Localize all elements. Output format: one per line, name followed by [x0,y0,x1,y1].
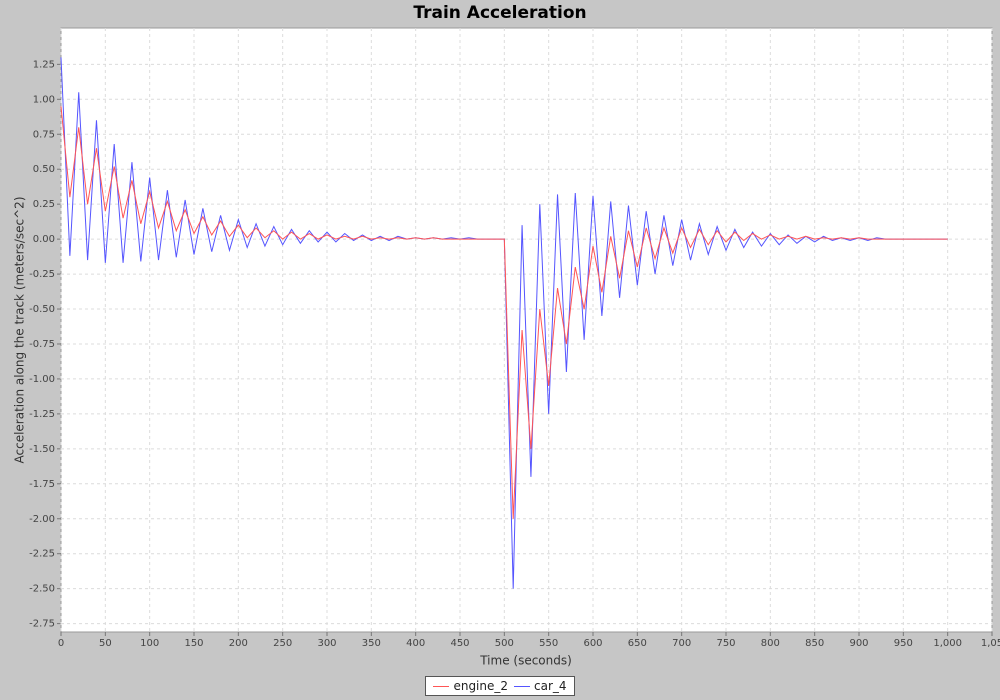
y-tick-label: -1.75 [29,479,55,490]
legend-swatch [514,685,531,687]
x-tick-label: 300 [317,638,336,649]
legend-entry: engine_2 [433,679,508,693]
legend-swatch [433,685,450,687]
y-tick-label: 0.50 [33,164,55,175]
x-tick-label: 900 [849,638,868,649]
y-tick-label: -2.25 [29,549,55,560]
x-tick-label: 400 [406,638,425,649]
legend-label: engine_2 [453,679,509,693]
y-tick-label: -2.00 [29,514,55,525]
x-tick-label: 1,05 [981,638,1000,649]
y-tick-label: -0.75 [29,339,55,350]
y-tick-label: 0.00 [33,234,55,245]
x-tick-label: 500 [495,638,514,649]
y-axis-label: Acceleration along the track (meters/sec… [13,197,27,464]
x-tick-label: 50 [99,638,112,649]
y-tick-label: -2.75 [29,619,55,630]
x-tick-label: 800 [761,638,780,649]
x-tick-label: 950 [894,638,913,649]
y-tick-label: -1.00 [29,374,55,385]
y-tick-label: -0.25 [29,269,55,280]
y-tick-label: 1.25 [33,59,55,70]
x-tick-label: 250 [273,638,292,649]
x-tick-label: 450 [450,638,469,649]
x-axis-label: Time (seconds) [479,654,572,668]
plot-area [60,27,993,633]
legend-entry: car_4 [514,679,567,693]
x-tick-label: 650 [628,638,647,649]
y-tick-label: -1.50 [29,444,55,455]
legend-box: engine_2 car_4 [425,676,575,696]
y-tick-label: 0.75 [33,129,55,140]
y-tick-label: -1.25 [29,409,55,420]
x-tick-label: 850 [805,638,824,649]
x-tick-label: 150 [184,638,203,649]
legend-label: car_4 [534,679,567,693]
x-tick-label: 0 [58,638,64,649]
y-tick-label: 1.00 [33,94,55,105]
x-tick-label: 600 [583,638,602,649]
chart-title: Train Acceleration [413,3,586,23]
x-tick-label: 1,000 [933,638,962,649]
x-tick-label: 700 [672,638,691,649]
y-tick-label: 0.25 [33,199,55,210]
legend: engine_2 car_4 [0,676,1000,696]
x-tick-label: 100 [140,638,159,649]
x-tick-label: 200 [229,638,248,649]
y-tick-label: -0.50 [29,304,55,315]
x-tick-label: 550 [539,638,558,649]
x-tick-label: 750 [716,638,735,649]
series-line [60,106,948,519]
y-tick-label: -2.50 [29,584,55,595]
x-tick-label: 350 [362,638,381,649]
